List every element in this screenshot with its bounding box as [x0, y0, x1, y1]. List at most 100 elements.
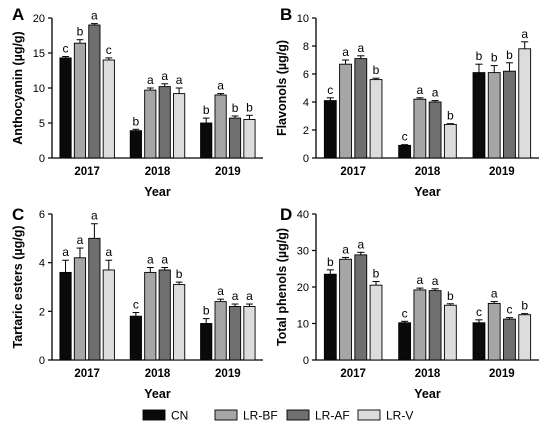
bar-lr-bf	[144, 89, 157, 159]
bar-lr-bf	[487, 72, 501, 159]
significance-letter: a	[246, 289, 253, 303]
significance-letter: a	[357, 237, 364, 251]
significance-letter: b	[491, 51, 498, 65]
y-tick-label: 2	[39, 306, 45, 318]
significance-letter: a	[342, 242, 349, 256]
significance-letter: c	[402, 306, 408, 320]
significance-letter: b	[133, 114, 140, 128]
bar-lr-af	[228, 306, 242, 361]
y-axis-title: Anthocyanin (µg/g)	[11, 31, 25, 144]
significance-letter: c	[402, 130, 408, 144]
bar-lr-af	[354, 254, 368, 361]
significance-letter: c	[476, 305, 482, 319]
significance-letter: a	[105, 245, 112, 259]
y-tick-label: 15	[33, 48, 45, 60]
bar-lr-bf	[214, 94, 227, 159]
bar-cn	[398, 144, 412, 159]
x-tick-label: 2017	[340, 166, 366, 178]
panel-label: A	[12, 5, 24, 24]
bar-cn	[129, 130, 142, 159]
significance-letter: b	[506, 48, 513, 62]
significance-letter: b	[373, 63, 380, 77]
significance-letter: a	[357, 41, 364, 55]
bar-cn	[129, 315, 142, 361]
significance-letter: b	[327, 255, 334, 269]
significance-letter: a	[91, 209, 98, 223]
significance-letter: b	[246, 100, 253, 114]
y-tick-label: 8	[303, 41, 309, 53]
bar-cn	[59, 271, 72, 361]
x-axis-title: Year	[144, 185, 171, 199]
significance-letter: a	[147, 73, 154, 87]
bar-lr-v	[369, 79, 383, 159]
bar-lr-v	[243, 119, 256, 159]
significance-letter: c	[106, 43, 112, 57]
bar-cn	[59, 57, 72, 159]
significance-letter: a	[217, 79, 224, 93]
y-tick-label: 0	[303, 355, 309, 367]
legend-swatch-lr-af	[286, 409, 310, 421]
significance-letter: a	[521, 27, 528, 41]
significance-letter: a	[432, 274, 439, 288]
y-axis-title: Flavonols (µg/g)	[275, 40, 289, 136]
bar-lr-bf	[487, 302, 501, 361]
bar-cn	[323, 100, 337, 159]
legend-swatch-cn	[142, 409, 166, 421]
y-tick-label: 2	[303, 125, 309, 137]
panel-label: D	[280, 205, 292, 224]
y-tick-label: 0	[39, 153, 45, 165]
bar-lr-bf	[73, 42, 87, 159]
bar-cn	[472, 72, 486, 159]
x-tick-label: 2018	[415, 166, 441, 178]
x-tick-label: 2019	[215, 368, 241, 380]
y-tick-label: 6	[39, 209, 45, 221]
bar-lr-bf	[73, 257, 87, 361]
bar-lr-v	[518, 48, 532, 159]
bar-lr-v	[518, 314, 532, 361]
legend: CN LR-BF LR-AF LR-V	[142, 409, 413, 423]
significance-letter: a	[161, 69, 168, 83]
significance-letter: a	[161, 253, 168, 267]
y-tick-label: 0	[303, 153, 309, 165]
x-axis-title: Year	[414, 387, 441, 401]
bar-lr-af	[158, 86, 171, 159]
significance-letter: b	[176, 267, 183, 281]
bar-lr-v	[173, 93, 186, 159]
panel-label: C	[12, 205, 24, 224]
bar-lr-bf	[339, 258, 352, 361]
significance-letter: a	[62, 245, 69, 259]
y-tick-label: 4	[303, 97, 309, 109]
significance-letter: a	[176, 73, 183, 87]
significance-letter: a	[417, 83, 424, 97]
bar-lr-af	[354, 58, 368, 159]
x-tick-label: 2018	[415, 368, 441, 380]
y-tick-label: 6	[303, 69, 309, 81]
significance-letter: b	[447, 109, 454, 123]
significance-letter: a	[342, 45, 349, 59]
significance-letter: a	[432, 86, 439, 100]
bar-lr-bf	[413, 98, 427, 159]
significance-letter: c	[133, 298, 139, 312]
significance-letter: c	[327, 83, 333, 97]
bar-lr-af	[158, 269, 171, 361]
significance-letter: c	[63, 42, 69, 56]
significance-letter: c	[506, 303, 512, 317]
x-axis-title: Year	[144, 387, 171, 401]
y-axis-title: Tartaric esters (µg/g)	[11, 226, 25, 349]
bar-lr-v	[102, 59, 115, 159]
bar-cn	[398, 322, 412, 361]
legend-label-lr-af: LR-AF	[315, 409, 350, 423]
significance-letter: b	[373, 267, 380, 281]
x-tick-label: 2017	[74, 166, 100, 178]
x-tick-label: 2019	[215, 166, 241, 178]
y-tick-label: 40	[297, 209, 309, 221]
bar-cn	[200, 323, 213, 361]
bar-cn	[200, 122, 213, 159]
significance-letter: b	[77, 25, 84, 39]
bar-lr-af	[88, 24, 101, 159]
y-tick-label: 30	[297, 246, 309, 258]
bar-lr-v	[102, 269, 115, 361]
